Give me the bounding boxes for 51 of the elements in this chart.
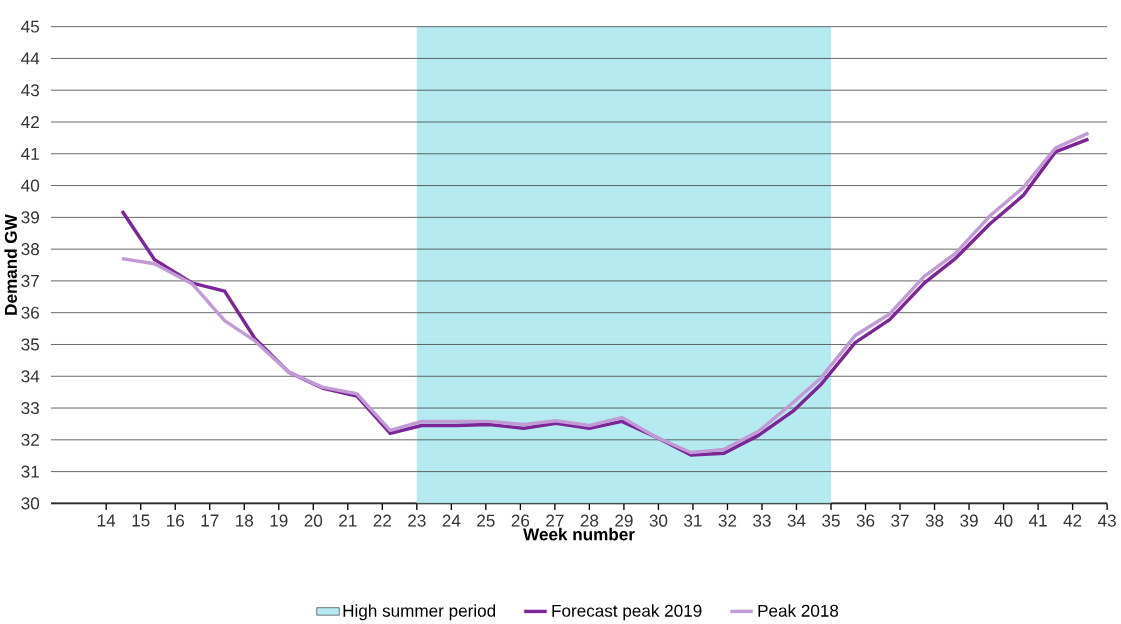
x-tick-label: 22	[373, 514, 391, 527]
x-tick-label: 40	[994, 514, 1013, 527]
y-tick-label: 44	[21, 52, 40, 65]
y-tick-label: 43	[21, 84, 40, 97]
x-tick-label: 37	[891, 514, 909, 527]
y-tick-label: 45	[21, 20, 40, 33]
x-tick-label: 34	[787, 514, 806, 527]
x-tick-label: 15	[132, 514, 150, 527]
y-tick-label: 41	[21, 147, 39, 160]
x-tick-label: 35	[822, 514, 840, 527]
legend-label: High summer period	[343, 604, 496, 621]
x-tick-label: 27	[546, 514, 564, 527]
x-tick-label: 43	[1097, 514, 1116, 527]
x-tick-label: 33	[753, 514, 771, 527]
x-tick-label: 26	[511, 514, 530, 527]
y-tick-label: 30	[21, 497, 40, 510]
x-tick-label: 16	[167, 514, 184, 527]
x-tick-label: 19	[270, 514, 288, 527]
x-tick-label: 25	[477, 514, 495, 527]
y-tick-label: 36	[21, 306, 40, 319]
y-tick-label: 42	[21, 116, 39, 129]
x-tick-label: 20	[304, 514, 323, 527]
x-tick-label: 29	[615, 514, 633, 527]
x-tick-label: 17	[201, 514, 219, 527]
y-tick-label: 35	[21, 338, 40, 351]
legend-label: Peak 2018	[758, 604, 839, 617]
x-tick-label: 14	[97, 514, 116, 527]
x-tick-label: 23	[408, 514, 426, 527]
x-tick-label: 38	[925, 514, 944, 527]
legend-label: Forecast peak 2019	[552, 604, 702, 621]
x-tick-label: 24	[442, 514, 461, 527]
y-tick-label: 37	[21, 274, 39, 288]
x-tick-label: 21	[339, 514, 357, 527]
x-tick-label: 18	[236, 514, 254, 527]
y-axis-title: Demand GW	[4, 214, 17, 315]
x-tick-label: 31	[684, 514, 702, 527]
y-tick-label: 31	[21, 465, 39, 478]
y-tick-label: 39	[21, 211, 39, 224]
x-tick-label: 36	[856, 514, 875, 527]
y-tick-label: 38	[21, 243, 40, 256]
x-tick-label: 42	[1063, 514, 1082, 527]
x-tick-label: 39	[960, 514, 978, 527]
x-tick-label: 30	[649, 514, 668, 527]
x-axis-title: Week number	[523, 527, 635, 541]
x-tick-label: 28	[580, 514, 599, 527]
y-tick-label: 32	[21, 433, 39, 446]
x-tick-label: 32	[718, 514, 737, 527]
y-tick-label: 40	[21, 179, 40, 192]
y-tick-label: 34	[21, 370, 40, 383]
y-tick-label: 33	[21, 402, 40, 415]
x-tick-label: 41	[1028, 514, 1047, 527]
